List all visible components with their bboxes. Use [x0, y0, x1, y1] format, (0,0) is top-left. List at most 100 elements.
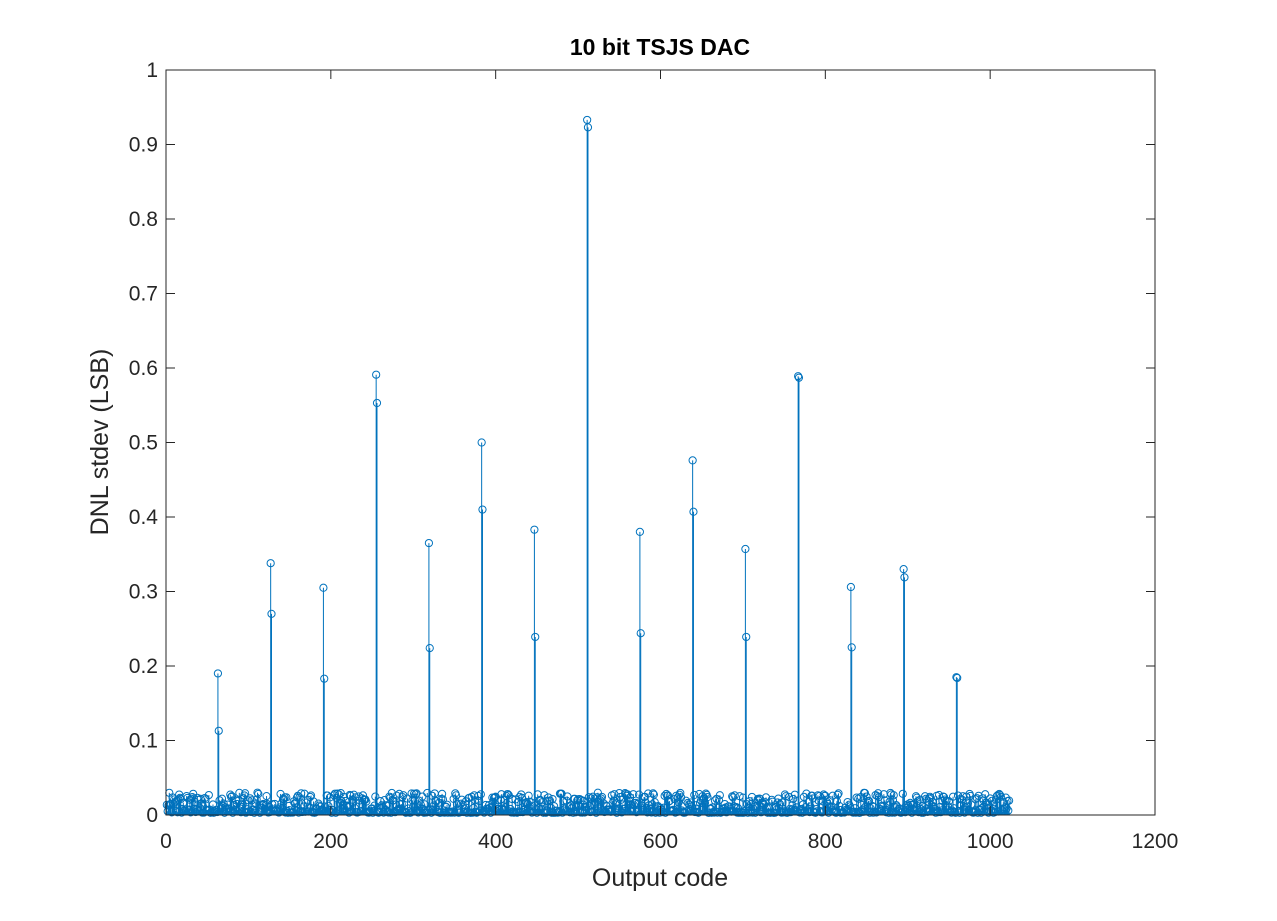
- x-tick-label: 800: [808, 830, 843, 853]
- y-tick-label: 0: [146, 804, 158, 827]
- data-point: [644, 789, 653, 798]
- data-point: [889, 791, 898, 800]
- data-point: [462, 808, 471, 817]
- x-tick-label: 1200: [1132, 830, 1179, 853]
- x-tick-label: 200: [313, 830, 348, 853]
- data-point: [501, 803, 510, 812]
- data-point: [530, 525, 539, 534]
- data-point: [742, 632, 751, 642]
- data-point: [898, 789, 907, 798]
- data-point: [756, 808, 766, 817]
- data-point: [282, 793, 291, 802]
- data-point: [499, 805, 509, 814]
- data-point: [222, 805, 231, 814]
- data-point: [925, 792, 935, 801]
- data-point: [877, 806, 886, 815]
- data-point: [662, 791, 672, 801]
- data-point: [346, 791, 355, 800]
- data-point: [996, 792, 1005, 801]
- data-point: [358, 791, 368, 800]
- y-tick-label: 0.1: [129, 730, 158, 753]
- data-point: [846, 582, 855, 592]
- data-point: [487, 802, 496, 812]
- data-point: [940, 795, 949, 804]
- data-point: [452, 800, 462, 809]
- data-point: [948, 792, 958, 801]
- data-point: [752, 804, 762, 813]
- data-point: [703, 793, 712, 802]
- data-point: [349, 790, 359, 799]
- data-point: [981, 790, 990, 799]
- data-point: [309, 797, 318, 806]
- data-point: [535, 796, 544, 805]
- data-point: [775, 800, 785, 809]
- data-point: [238, 800, 247, 809]
- data-point: [177, 808, 186, 817]
- data-point: [543, 796, 552, 805]
- data-point: [697, 805, 706, 814]
- data-point: [279, 794, 288, 803]
- y-tick-label: 0.9: [129, 134, 158, 157]
- data-point: [333, 789, 342, 798]
- data-point: [329, 805, 338, 815]
- data-point: [196, 794, 205, 803]
- data-point: [247, 796, 256, 805]
- data-point: [883, 806, 892, 815]
- data-point: [227, 792, 237, 801]
- data-point: [474, 791, 483, 801]
- data-point: [673, 793, 682, 802]
- data-point: [409, 802, 418, 811]
- data-point: [873, 789, 883, 798]
- data-point: [559, 797, 568, 806]
- data-point: [884, 808, 893, 817]
- data-point: [384, 808, 393, 817]
- data-point: [636, 629, 645, 638]
- data-point: [425, 644, 434, 653]
- data-point: [900, 573, 909, 582]
- data-point: [847, 643, 856, 652]
- data-point: [903, 800, 912, 809]
- data-point: [403, 794, 412, 803]
- data-point: [267, 609, 276, 618]
- data-point: [330, 789, 340, 798]
- data-point: [956, 794, 965, 803]
- data-point: [832, 797, 841, 806]
- data-point: [937, 806, 946, 815]
- data-point: [918, 802, 927, 811]
- data-point: [204, 790, 213, 800]
- data-point: [478, 505, 487, 514]
- data-point: [496, 795, 505, 804]
- data-point: [738, 793, 748, 802]
- data-point: [477, 438, 486, 447]
- data-point: [236, 808, 246, 817]
- y-tick-label: 0.3: [129, 581, 158, 604]
- data-point: [250, 808, 259, 817]
- data-point: [372, 370, 381, 379]
- data-point: [371, 792, 380, 801]
- data-point: [794, 373, 804, 382]
- data-point: [897, 808, 907, 817]
- x-tick-label: 400: [478, 830, 513, 853]
- data-point: [952, 673, 961, 682]
- data-point: [949, 804, 959, 813]
- data-point: [437, 789, 447, 799]
- data-point: [616, 795, 626, 804]
- data-point: [422, 808, 431, 817]
- data-point: [167, 808, 176, 817]
- data-point: [987, 796, 996, 805]
- data-point: [668, 806, 677, 815]
- data-point: [550, 802, 559, 811]
- data-point: [372, 398, 382, 408]
- data-point: [714, 796, 724, 805]
- data-point: [277, 799, 286, 808]
- data-point: [794, 372, 803, 381]
- data-point: [391, 800, 401, 809]
- data-point: [648, 789, 658, 798]
- data-point: [648, 800, 657, 809]
- data-point: [862, 792, 871, 801]
- data-point: [660, 791, 669, 800]
- data-point: [452, 791, 461, 800]
- data-point: [591, 798, 600, 807]
- data-point: [374, 808, 383, 817]
